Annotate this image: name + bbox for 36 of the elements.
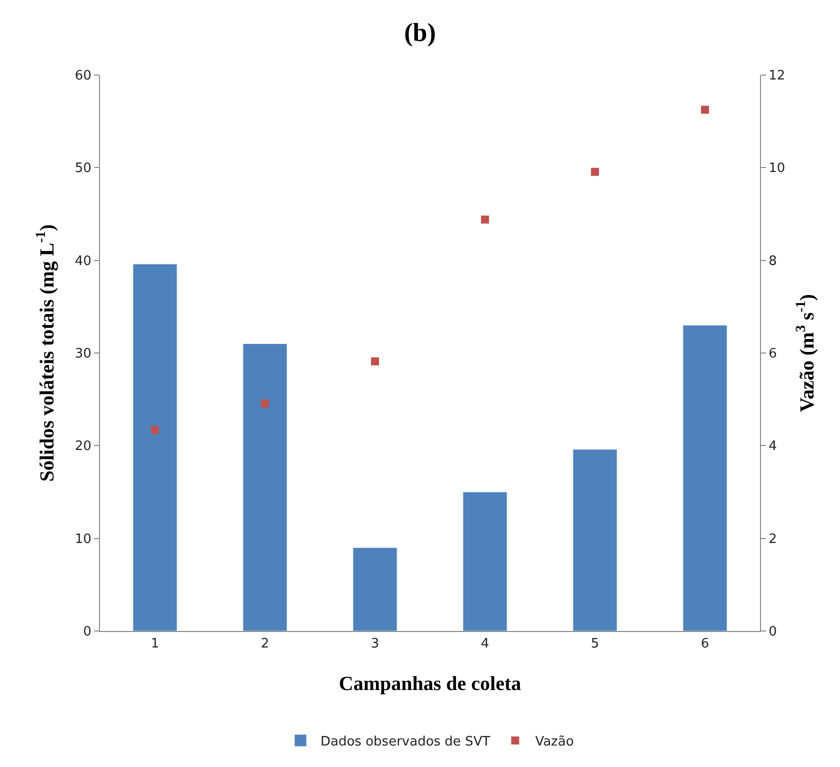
x-tick-label: 4	[480, 636, 490, 652]
x-tick-label: 2	[260, 636, 270, 652]
y2-tick-label: 8	[768, 254, 777, 269]
point	[261, 400, 269, 408]
legend-label: Vazão	[535, 734, 574, 750]
bar	[462, 492, 508, 631]
y2-tick-label: 10	[768, 161, 786, 176]
x-axis-title: Campanhas de coleta	[338, 673, 522, 696]
bar	[242, 343, 288, 631]
y2-tick-label: 12	[768, 68, 786, 84]
chart-title: (b)	[404, 18, 436, 48]
point	[151, 426, 159, 434]
x-tick-label: 5	[590, 636, 600, 652]
y2-tick-label: 6	[768, 346, 777, 362]
bar	[682, 324, 728, 631]
x-tick-label: 1	[150, 636, 160, 652]
bar	[572, 449, 618, 631]
x-tick-label: 6	[700, 636, 710, 652]
y-tick-label: 0	[83, 624, 92, 640]
legend-label: Dados observados de SVT	[320, 734, 490, 750]
point	[481, 216, 489, 224]
y-tick-label: 40	[74, 254, 92, 269]
y-tick-label: 50	[74, 161, 92, 176]
point	[701, 106, 709, 114]
point	[591, 168, 599, 176]
y2-tick-label: 4	[768, 439, 777, 454]
y-tick-label: 30	[74, 346, 92, 362]
bar	[132, 264, 178, 631]
y2-tick-label: 2	[768, 532, 777, 547]
point	[371, 357, 379, 366]
y2-tick-label: 0	[768, 624, 777, 640]
y-tick-label: 10	[74, 532, 92, 547]
y-tick-label: 60	[74, 68, 92, 84]
x-tick-label: 3	[370, 636, 380, 652]
bar	[352, 547, 398, 631]
y-tick-label: 20	[74, 439, 92, 454]
